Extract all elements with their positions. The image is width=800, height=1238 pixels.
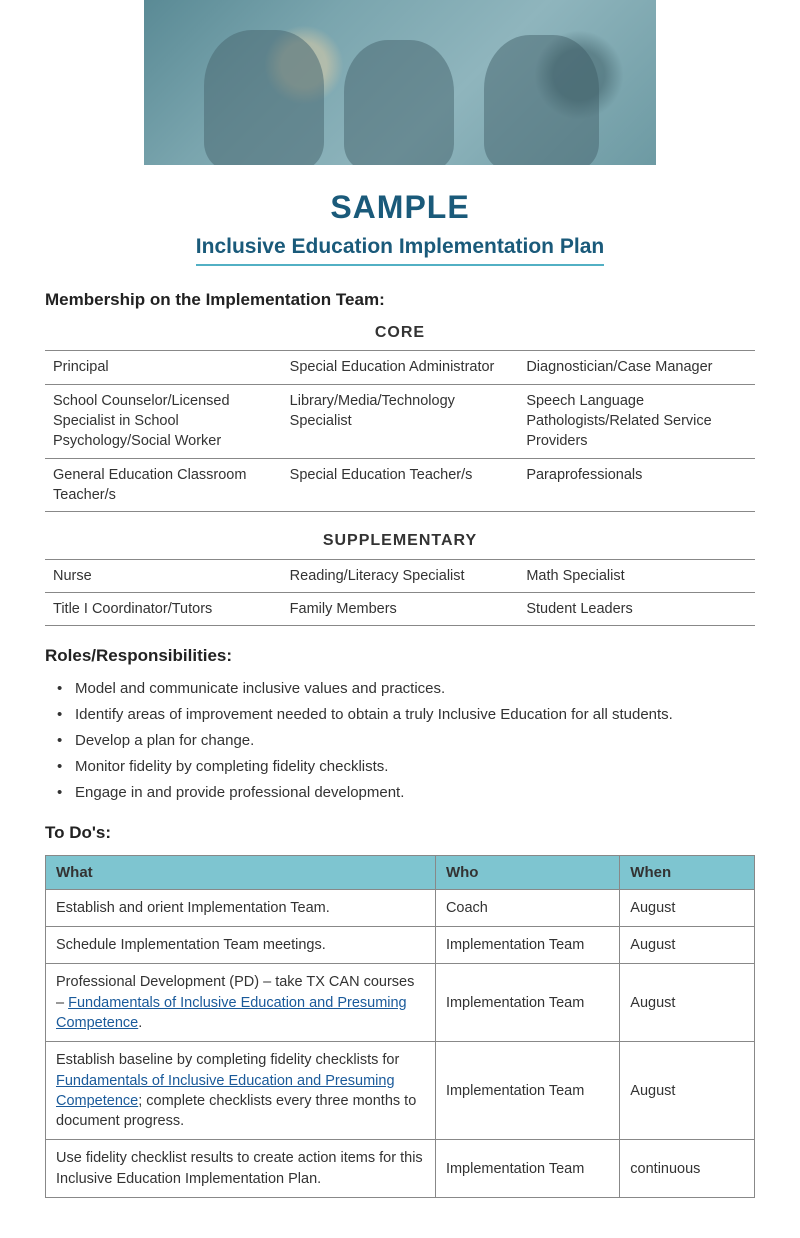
supp-cell: Nurse	[45, 559, 282, 592]
core-cell: School Counselor/Licensed Specialist in …	[45, 384, 282, 458]
table-header-row: What Who When	[46, 855, 755, 889]
todo-who: Implementation Team	[435, 1140, 619, 1198]
supp-cell: Title I Coordinator/Tutors	[45, 592, 282, 625]
core-table: Principal Special Education Administrato…	[45, 350, 755, 512]
todo-when: August	[620, 964, 755, 1042]
todo-who: Implementation Team	[435, 1042, 619, 1140]
table-row: Use fidelity checklist results to create…	[46, 1140, 755, 1198]
core-cell: Principal	[45, 351, 282, 384]
core-cell: Speech Language Pathologists/Related Ser…	[518, 384, 755, 458]
list-item: Engage in and provide professional devel…	[53, 782, 755, 803]
supplementary-label: SUPPLEMENTARY	[45, 530, 755, 552]
hero-figure	[344, 40, 454, 165]
todo-who: Implementation Team	[435, 927, 619, 964]
todo-when: August	[620, 927, 755, 964]
title-block: SAMPLE Inclusive Education Implementatio…	[45, 185, 755, 266]
todo-when: August	[620, 1042, 755, 1140]
supp-cell: Math Specialist	[518, 559, 755, 592]
todo-when: August	[620, 889, 755, 926]
supp-cell: Family Members	[282, 592, 519, 625]
hero-image	[144, 0, 656, 165]
table-row: Title I Coordinator/Tutors Family Member…	[45, 592, 755, 625]
table-row: Establish baseline by completing fidelit…	[46, 1042, 755, 1140]
core-cell: Diagnostician/Case Manager	[518, 351, 755, 384]
table-row: School Counselor/Licensed Specialist in …	[45, 384, 755, 458]
title-main: SAMPLE	[45, 185, 755, 230]
hero-figure	[484, 35, 599, 165]
todo-table: What Who When Establish and orient Imple…	[45, 855, 755, 1198]
todo-who: Coach	[435, 889, 619, 926]
col-when: When	[620, 855, 755, 889]
table-row: Principal Special Education Administrato…	[45, 351, 755, 384]
todo-what: Professional Development (PD) – take TX …	[46, 964, 436, 1042]
table-row: General Education Classroom Teacher/s Sp…	[45, 458, 755, 512]
todo-who: Implementation Team	[435, 964, 619, 1042]
core-cell: Paraprofessionals	[518, 458, 755, 512]
supp-cell: Student Leaders	[518, 592, 755, 625]
supplementary-table: Nurse Reading/Literacy Specialist Math S…	[45, 559, 755, 627]
core-label: CORE	[45, 322, 755, 344]
todo-when: continuous	[620, 1140, 755, 1198]
list-item: Identify areas of improvement needed to …	[53, 704, 755, 725]
list-item: Model and communicate inclusive values a…	[53, 678, 755, 699]
course-link[interactable]: Fundamentals of Inclusive Education and …	[56, 995, 407, 1031]
core-cell: General Education Classroom Teacher/s	[45, 458, 282, 512]
todo-what: Use fidelity checklist results to create…	[46, 1140, 436, 1198]
roles-list: Model and communicate inclusive values a…	[53, 678, 755, 803]
table-row: Nurse Reading/Literacy Specialist Math S…	[45, 559, 755, 592]
roles-heading: Roles/Responsibilities:	[45, 644, 755, 668]
core-cell: Special Education Administrator	[282, 351, 519, 384]
table-row: Professional Development (PD) – take TX …	[46, 964, 755, 1042]
todo-what: Establish and orient Implementation Team…	[46, 889, 436, 926]
table-row: Schedule Implementation Team meetings. I…	[46, 927, 755, 964]
todo-what: Schedule Implementation Team meetings.	[46, 927, 436, 964]
title-sub: Inclusive Education Implementation Plan	[196, 232, 604, 266]
list-item: Develop a plan for change.	[53, 730, 755, 751]
core-cell: Library/Media/Technology Specialist	[282, 384, 519, 458]
list-item: Monitor fidelity by completing fidelity …	[53, 756, 755, 777]
table-row: Establish and orient Implementation Team…	[46, 889, 755, 926]
membership-heading: Membership on the Implementation Team:	[45, 288, 755, 312]
col-who: Who	[435, 855, 619, 889]
hero-figure	[204, 30, 324, 165]
todos-heading: To Do's:	[45, 821, 755, 845]
col-what: What	[46, 855, 436, 889]
todo-what: Establish baseline by completing fidelit…	[46, 1042, 436, 1140]
core-cell: Special Education Teacher/s	[282, 458, 519, 512]
supp-cell: Reading/Literacy Specialist	[282, 559, 519, 592]
